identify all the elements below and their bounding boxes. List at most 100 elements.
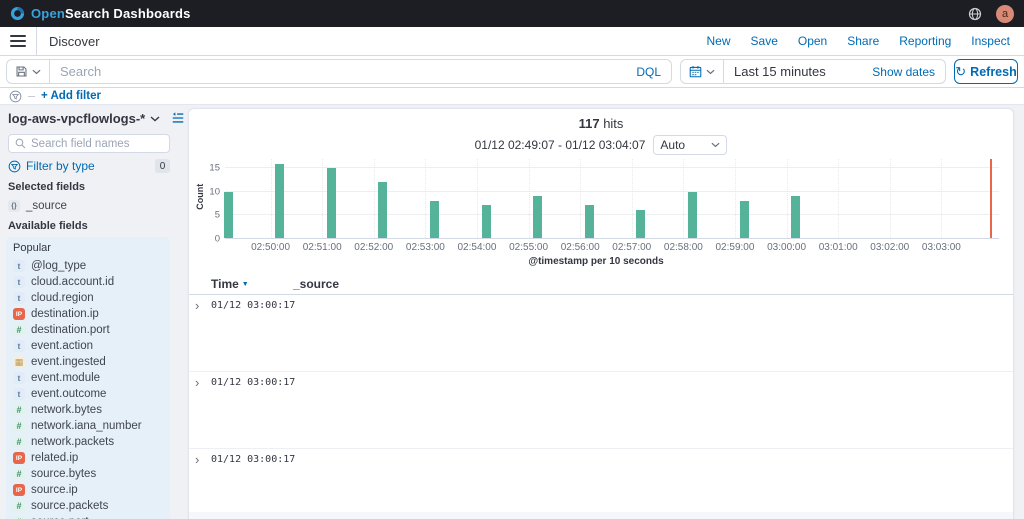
field-name: destination.port xyxy=(31,324,110,336)
x-tick-label: 03:02:00 xyxy=(870,242,910,253)
saved-query-menu-button[interactable] xyxy=(7,60,50,83)
nav-link-share[interactable]: Share xyxy=(847,34,880,48)
histogram-bar[interactable] xyxy=(739,200,749,238)
filter-by-type-button[interactable]: Filter by type 0 xyxy=(8,159,170,173)
field-name: source.port xyxy=(31,516,89,519)
field-cloud.region[interactable]: t cloud.region xyxy=(13,290,163,306)
string-type-icon: t xyxy=(13,260,25,272)
field-event.action[interactable]: t event.action xyxy=(13,338,163,354)
table-header: Time ▼ _source xyxy=(189,274,1013,295)
time-column-header[interactable]: Time xyxy=(211,277,239,291)
x-gridline xyxy=(373,159,375,238)
field-network.packets[interactable]: # network.packets xyxy=(13,434,163,450)
expand-row-icon[interactable]: › xyxy=(195,375,200,390)
histogram-bar[interactable] xyxy=(636,210,646,238)
string-type-icon: t xyxy=(13,292,25,304)
divider xyxy=(36,27,37,55)
calendar-icon xyxy=(689,65,702,78)
histogram-chart[interactable]: Count 0 5 10 15 02:50:00 02:51:00 02:52:00 02:… xyxy=(193,159,999,269)
field-name: network.bytes xyxy=(31,404,102,416)
x-tick-label: 03:01:00 xyxy=(818,242,858,253)
field-search xyxy=(8,134,170,153)
field-name: destination.ip xyxy=(31,308,99,320)
x-tick-label: 02:56:00 xyxy=(560,242,600,253)
x-gridline xyxy=(580,159,582,238)
field-name: event.outcome xyxy=(31,388,107,400)
field-source.port[interactable]: # source.port xyxy=(13,514,163,519)
time-range-value[interactable]: Last 15 minutes xyxy=(734,64,826,79)
field-network.iana_number[interactable]: # network.iana_number xyxy=(13,418,163,434)
index-pattern-title: log-aws-vpcflowlogs-* xyxy=(8,111,146,126)
x-tick-label: 02:50:00 xyxy=(251,242,291,253)
opensearch-logo[interactable]: OpenSearch Dashboards xyxy=(10,6,191,21)
field-destination.port[interactable]: # destination.port xyxy=(13,322,163,338)
field-@log_type[interactable]: t @log_type xyxy=(13,258,163,274)
refresh-button[interactable]: ↻ Refresh xyxy=(954,59,1018,84)
histogram-bar[interactable] xyxy=(223,191,233,238)
documents-table: Time ▼ _source › 01/12 03:00:17 › 01/12 03:0… xyxy=(189,274,1013,519)
string-type-icon: t xyxy=(13,388,25,400)
discover-results-panel: 117 hits 01/12 02:49:07 - 01/12 03:04:07… xyxy=(188,108,1014,519)
field-source.bytes[interactable]: # source.bytes xyxy=(13,466,163,482)
nav-link-new[interactable]: New xyxy=(706,34,731,48)
nav-link-open[interactable]: Open xyxy=(797,34,828,48)
divider xyxy=(28,95,35,97)
x-gridline xyxy=(941,159,943,238)
collapse-sidebar-icon[interactable] xyxy=(171,111,185,125)
filter-menu-icon[interactable] xyxy=(9,90,22,103)
chevron-down-icon xyxy=(706,69,715,74)
histogram-bar[interactable] xyxy=(687,191,697,238)
search-input[interactable] xyxy=(50,64,627,79)
document-row: › 01/12 03:00:17 xyxy=(189,449,1013,519)
field-name: @log_type xyxy=(31,260,87,272)
histogram-bar[interactable] xyxy=(429,200,439,238)
user-avatar[interactable]: a xyxy=(996,4,1014,23)
field-name: network.packets xyxy=(31,436,115,448)
histogram-bar[interactable] xyxy=(275,163,285,238)
row-timestamp: 01/12 03:00:17 xyxy=(211,454,296,465)
index-pattern-switcher[interactable]: log-aws-vpcflowlogs-* xyxy=(8,111,170,126)
expand-row-icon[interactable]: › xyxy=(195,452,200,467)
histogram-bar[interactable] xyxy=(791,196,801,238)
nav-link-reporting[interactable]: Reporting xyxy=(899,34,952,48)
app-header: OpenSearch Dashboards a xyxy=(0,0,1024,27)
field-cloud.account.id[interactable]: t cloud.account.id xyxy=(13,274,163,290)
x-gridline xyxy=(838,159,840,238)
histogram-bar[interactable] xyxy=(378,182,388,238)
opensearch-logo-icon xyxy=(10,6,25,21)
field-event.module[interactable]: t event.module xyxy=(13,370,163,386)
field-destination.ip[interactable]: IP destination.ip xyxy=(13,306,163,322)
field-name: source.packets xyxy=(31,500,109,512)
y-tick-label: 10 xyxy=(209,186,220,198)
x-gridline xyxy=(476,159,478,238)
globe-icon[interactable] xyxy=(968,7,982,21)
interval-select[interactable]: Auto xyxy=(653,135,728,155)
nav-link-save[interactable]: Save xyxy=(750,34,778,48)
field-source.ip[interactable]: IP source.ip xyxy=(13,482,163,498)
selected-fields-list: {} _source xyxy=(8,198,170,214)
show-dates-button[interactable]: Show dates xyxy=(872,64,935,79)
selected-fields-heading: Selected fields xyxy=(8,181,86,193)
add-filter-button[interactable]: + Add filter xyxy=(41,90,101,102)
field-network.bytes[interactable]: # network.bytes xyxy=(13,402,163,418)
query-language-button[interactable]: DQL xyxy=(636,64,661,79)
field-event.ingested[interactable]: ▦ event.ingested xyxy=(13,354,163,370)
menu-icon[interactable] xyxy=(10,35,26,47)
histogram-bar[interactable] xyxy=(326,168,336,238)
y-tick-label: 15 xyxy=(209,162,220,174)
expand-row-icon[interactable]: › xyxy=(195,298,200,313)
field-event.outcome[interactable]: t event.outcome xyxy=(13,386,163,402)
sort-desc-icon[interactable]: ▼ xyxy=(241,281,249,288)
field-_source[interactable]: {} _source xyxy=(8,198,170,214)
field-source.packets[interactable]: # source.packets xyxy=(13,498,163,514)
nav-link-inspect[interactable]: Inspect xyxy=(971,34,1010,48)
date-type-icon: ▦ xyxy=(13,356,25,368)
date-quick-select-button[interactable] xyxy=(681,60,724,83)
field-related.ip[interactable]: IP related.ip xyxy=(13,450,163,466)
field-name: source.bytes xyxy=(31,468,97,480)
histogram-bar[interactable] xyxy=(533,196,543,238)
histogram-bar[interactable] xyxy=(584,205,594,238)
field-search-input[interactable] xyxy=(31,137,163,150)
popular-fields-list: t @log_type t cloud.account.id t cloud.region… xyxy=(13,258,163,519)
histogram-bar[interactable] xyxy=(481,205,491,238)
